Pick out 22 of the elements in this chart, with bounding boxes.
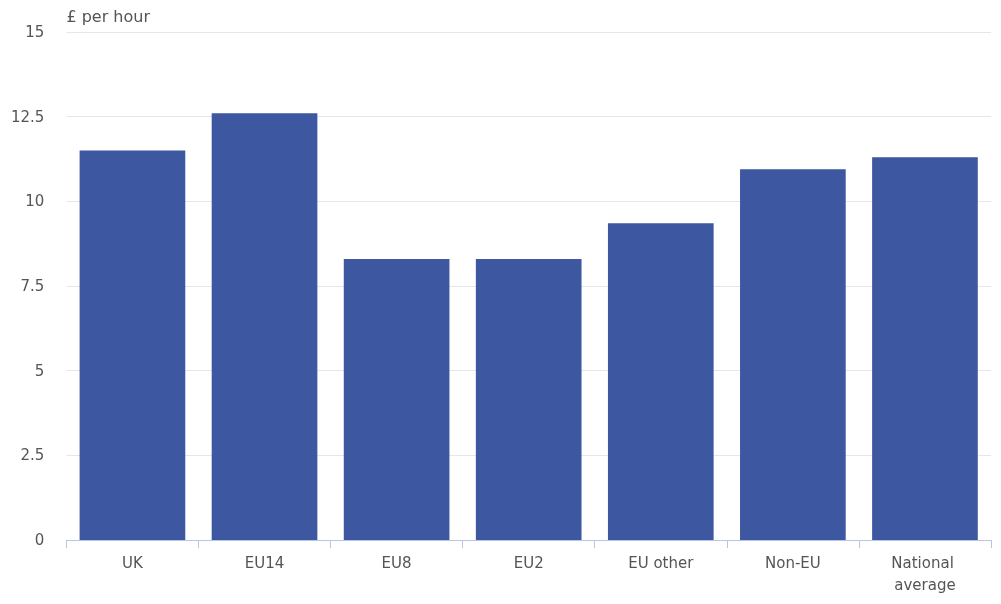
bar	[211, 113, 318, 540]
bar	[79, 150, 186, 540]
x-tick-label: EU other	[628, 554, 695, 572]
x-tick-label: EU2	[513, 554, 544, 572]
bar	[740, 169, 846, 540]
x-tick-label: National average	[891, 554, 959, 594]
bar	[475, 258, 582, 540]
y-axis-title: £ per hour	[66, 6, 151, 26]
x-tick-label: EU14	[244, 554, 285, 572]
y-tick-label: 0	[34, 531, 45, 549]
x-tick-label: Non-EU	[764, 554, 821, 572]
bar	[343, 258, 450, 540]
bar	[607, 223, 714, 540]
y-tick-label: 7.5	[20, 277, 45, 295]
y-tick-label: 5	[34, 361, 45, 380]
y-tick-label: 12.5	[10, 107, 45, 126]
x-tick-label: EU8	[381, 554, 412, 572]
bar	[872, 157, 978, 540]
y-tick-label: 10	[25, 192, 45, 211]
x-tick-label: UK	[122, 554, 145, 572]
y-tick-label: 2.5	[20, 446, 45, 465]
y-tick-label: 15	[25, 23, 45, 41]
